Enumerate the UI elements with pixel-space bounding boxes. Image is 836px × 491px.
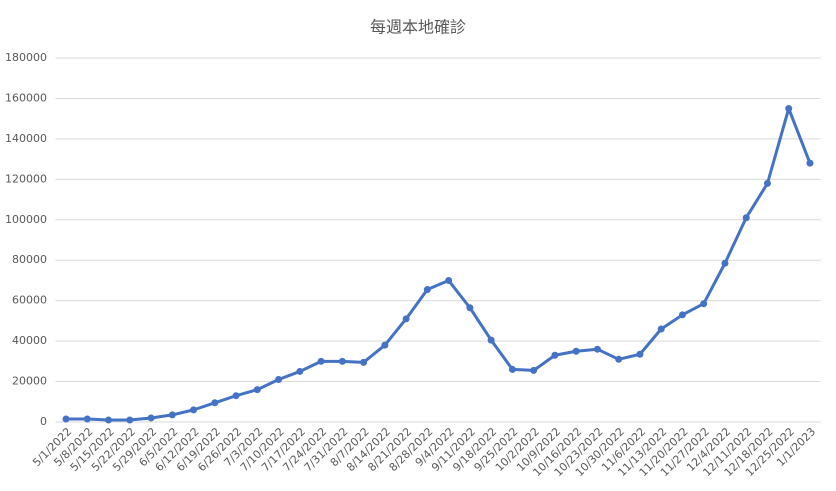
data-point [253, 386, 261, 394]
data-point [785, 105, 793, 113]
data-point [360, 358, 368, 366]
data-point [508, 365, 516, 373]
chart-title: 每週本地確診 [370, 18, 466, 37]
data-point [530, 366, 538, 374]
data-point [317, 357, 325, 365]
data-point [83, 415, 91, 423]
data-point [763, 179, 771, 187]
data-point [275, 376, 283, 384]
data-point [593, 345, 601, 353]
y-tick-label: 140000 [5, 132, 47, 145]
data-point [615, 355, 623, 363]
data-point [657, 325, 665, 333]
data-point [105, 416, 113, 424]
data-point [678, 311, 686, 319]
y-tick-label: 100000 [5, 213, 47, 226]
data-point [551, 351, 559, 359]
data-point [190, 406, 198, 414]
data-point [296, 367, 304, 375]
data-point [466, 304, 474, 312]
data-point [423, 286, 431, 294]
y-tick-label: 0 [40, 415, 47, 428]
data-point [232, 392, 240, 400]
y-tick-label: 180000 [5, 51, 47, 64]
y-tick-label: 80000 [12, 253, 47, 266]
data-point [742, 214, 750, 222]
y-tick-label: 120000 [5, 172, 47, 185]
data-point [147, 414, 155, 422]
data-point [402, 315, 410, 323]
y-tick-label: 60000 [12, 294, 47, 307]
y-tick-label: 160000 [5, 91, 47, 104]
data-line [66, 107, 812, 422]
data-point [168, 411, 176, 419]
y-tick-label: 20000 [12, 375, 47, 388]
data-point [338, 357, 346, 365]
data-point [445, 276, 453, 284]
data-point [62, 415, 70, 423]
data-point [381, 341, 389, 349]
y-tick-label: 40000 [12, 334, 47, 347]
data-point [721, 259, 729, 267]
data-point [487, 336, 495, 344]
data-point [700, 300, 708, 308]
data-point [806, 159, 814, 167]
data-point [126, 416, 134, 424]
data-point [572, 347, 580, 355]
data-point [211, 399, 219, 407]
data-point [636, 350, 644, 358]
